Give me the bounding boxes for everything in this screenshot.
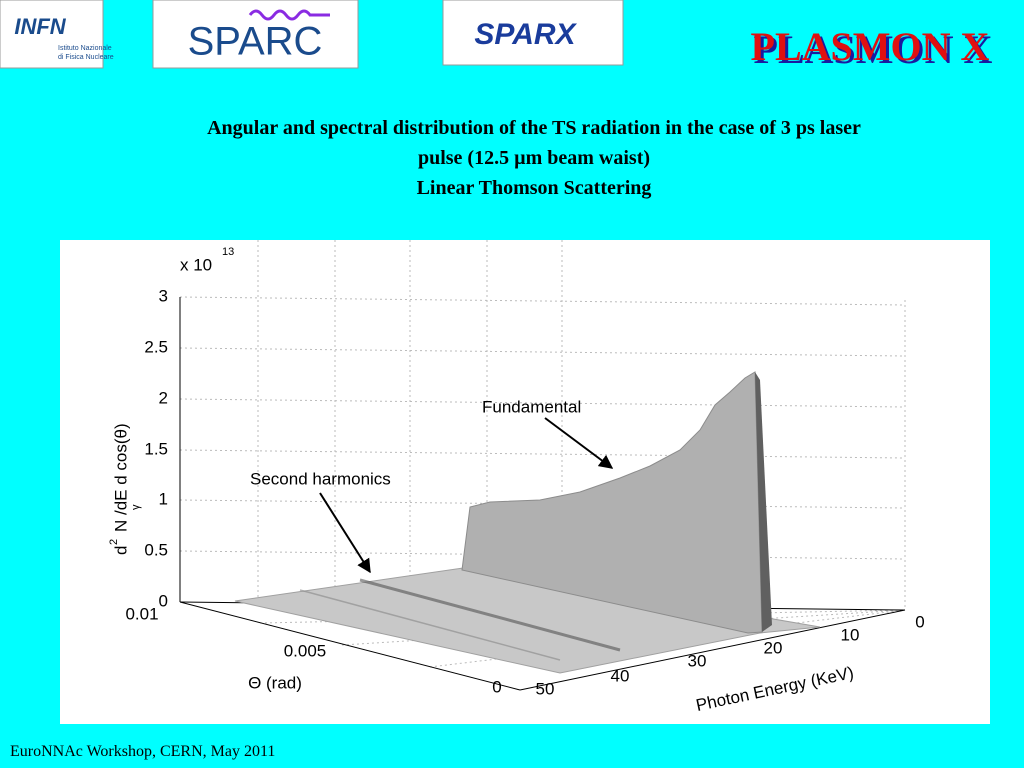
infn-logo bbox=[0, 0, 104, 69]
theta-label: Θ (rad) bbox=[248, 673, 302, 692]
theta-tick-label: 0.01 bbox=[125, 604, 158, 623]
title-line: Linear Thomson Scattering bbox=[416, 177, 652, 199]
harmonic-ridge bbox=[359, 578, 621, 652]
energy-tick-label: 50 bbox=[536, 679, 555, 698]
z-tick-label: 1 bbox=[159, 489, 168, 508]
annotation-arrow bbox=[319, 492, 371, 574]
infn-caption: Istituto Nazionale bbox=[58, 45, 112, 52]
z-ticks: 0 0.5 1 1.5 2 2.5 3 bbox=[144, 286, 168, 610]
exponent-base: x 10 bbox=[180, 255, 212, 274]
infn-text: INFN bbox=[14, 14, 66, 39]
infn-caption: di Fisica Nucleare bbox=[58, 54, 114, 61]
z-tick-label: 0.5 bbox=[144, 540, 168, 559]
title-line: Angular and spectral distribution of the… bbox=[207, 117, 861, 139]
sparx-logo bbox=[442, 0, 624, 66]
z-tick-label: 2.5 bbox=[144, 337, 168, 356]
grid bbox=[179, 240, 906, 668]
floor-surface bbox=[234, 566, 821, 674]
theta-tick-label: 0.005 bbox=[284, 641, 327, 660]
plasmonx-text: PLASMON X bbox=[751, 24, 990, 69]
energy-tick-label: 20 bbox=[764, 638, 783, 657]
z-tick-label: 2 bbox=[159, 388, 168, 407]
logo-bar: INFN Istituto Nazionale di Fisica Nuclea… bbox=[0, 0, 993, 72]
z-label-main: N /dE d cos(θ) bbox=[111, 423, 130, 532]
z-label-sub: γ bbox=[130, 504, 142, 510]
surface-side bbox=[755, 372, 772, 632]
annotation: Fundamental bbox=[482, 397, 581, 416]
annotation-arrow bbox=[544, 417, 614, 469]
z-tick-label: 0 bbox=[159, 591, 168, 610]
z-tick-label: 1.5 bbox=[144, 439, 168, 458]
energy-tick-label: 40 bbox=[611, 666, 630, 685]
annotation: Second harmonics bbox=[250, 469, 391, 488]
sparc-text: SPARC bbox=[188, 20, 323, 64]
z-label-d: d bbox=[111, 546, 130, 555]
z-tick-label: 3 bbox=[159, 286, 168, 305]
energy-tick-label: 30 bbox=[688, 651, 707, 670]
sparx-text: SPARX bbox=[474, 18, 577, 51]
plasmonx-shadow: PLASMON X bbox=[754, 27, 993, 72]
harmonic-ridge bbox=[299, 589, 561, 661]
footer: EuroNNAc Workshop, CERN, May 2011 bbox=[10, 743, 276, 760]
title-line: pulse (12.5 µm beam waist) bbox=[417, 147, 651, 169]
z-label-sup: 2 bbox=[108, 539, 120, 545]
exponent-power: 13 bbox=[222, 246, 234, 258]
sparc-wave bbox=[248, 9, 330, 21]
energy-tick-label: 10 bbox=[841, 625, 860, 644]
z-label: d 2 N /dE d cos(θ) γ bbox=[108, 423, 142, 555]
theta-tick-label: 0 bbox=[492, 677, 501, 696]
surface-plot: x 10 13 0 0.5 1 1.5 2 2.5 3 d 2 N /dE d … bbox=[60, 240, 990, 724]
energy-tick-label: 0 bbox=[915, 612, 924, 631]
